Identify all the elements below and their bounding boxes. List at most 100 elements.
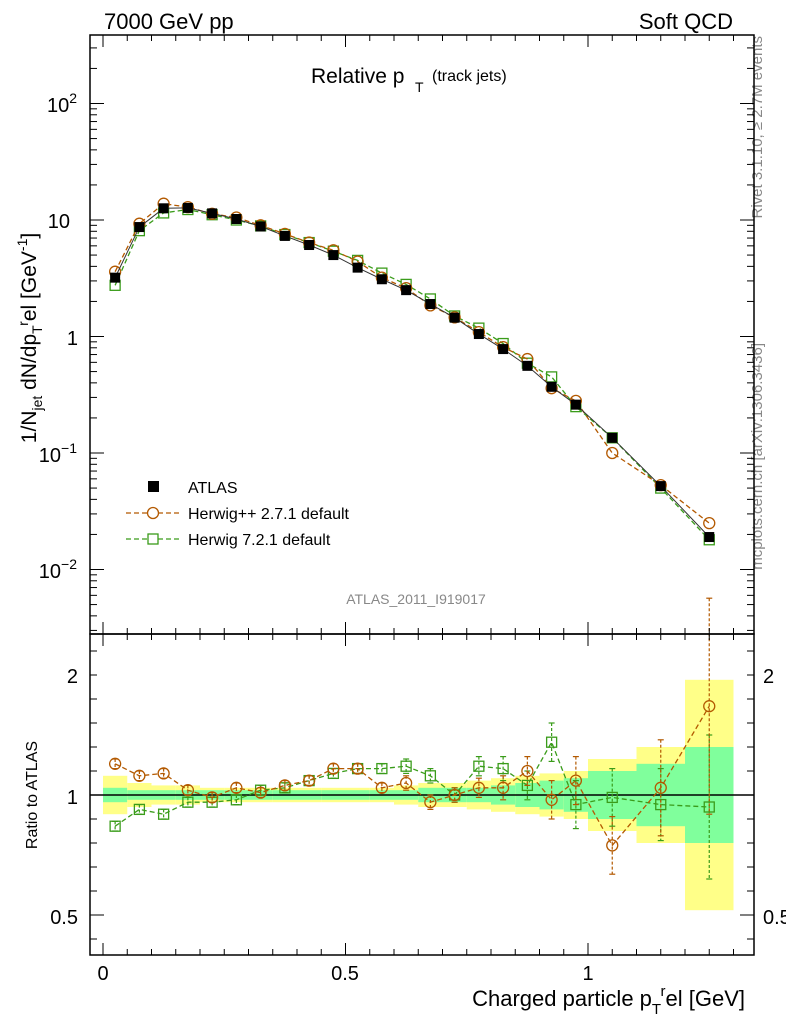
ratio-point: [545, 736, 558, 748]
top-ytick-label-4: 10−2: [39, 556, 77, 583]
ratio-point: [703, 700, 716, 713]
data-point: [570, 399, 581, 410]
ratio-point: [400, 760, 412, 772]
legend-entry-herwigpp: Herwig++ 2.7.1 default: [126, 506, 350, 523]
main-title-suffix: (track jets): [432, 68, 507, 85]
data-point: [606, 446, 619, 460]
svg-text:10: 10: [48, 211, 70, 233]
data-point: [425, 299, 436, 310]
data-point: [522, 360, 533, 371]
data-point: [473, 329, 484, 340]
svg-text:1: 1: [67, 328, 78, 350]
main-title-text: Relative p: [311, 65, 404, 88]
ratio-point: [181, 784, 195, 797]
ratio-ytick-label-05-left: 0.5: [50, 907, 78, 929]
series-line-1: [114, 203, 710, 524]
data-point: [110, 272, 121, 283]
data-point: [703, 516, 716, 530]
legend-entry-atlas: ATLAS: [148, 480, 238, 497]
top-ylabel: 1/Njet dN/dpTrel [GeV-1]: [14, 233, 45, 443]
ratio-point: [496, 781, 510, 794]
data-point: [158, 203, 169, 214]
data-point: [207, 208, 218, 219]
ratio-point: [472, 781, 486, 794]
header-right: Soft QCD: [639, 9, 733, 34]
xtick-label-05: 0.5: [331, 963, 359, 985]
ratio-point: [473, 760, 485, 772]
data-point: [205, 207, 219, 220]
data-point: [376, 274, 387, 285]
ratio-series-0: [108, 597, 716, 875]
ratio-point: [606, 791, 618, 804]
legend-entry-herwig7: Herwig 7.2.1 default: [126, 532, 331, 549]
axis-ticks: [90, 35, 754, 955]
svg-text:102: 102: [47, 90, 77, 117]
data-point: [546, 381, 557, 392]
x-axis-label: Charged particle pTrel [GeV]: [472, 983, 745, 1018]
ratio-point: [399, 776, 413, 790]
ratio-point: [497, 762, 509, 775]
svg-text:10−1: 10−1: [39, 440, 77, 467]
legend-marker-herwigpp: [146, 506, 160, 520]
ratio-line-0: [114, 705, 710, 847]
data-point: [655, 481, 666, 492]
ratio-point: [278, 779, 292, 792]
data-point: [231, 213, 242, 224]
main-title: Relative p T (track jets): [311, 65, 507, 95]
top-ytick-label-2: 1: [67, 328, 78, 350]
ratio-ytick-label-05-right: 0.5: [763, 907, 786, 929]
ratio-point: [448, 788, 461, 802]
ratio-point: [655, 798, 667, 811]
ratio-point: [606, 839, 619, 852]
legend: ATLAS Herwig++ 2.7.1 default Herwig 7.2.…: [126, 480, 350, 549]
ratio-panel-series: [108, 597, 716, 880]
ratio-point: [375, 781, 389, 794]
svg-text:10−2: 10−2: [39, 556, 77, 583]
ratio-ylabel: Ratio to ATLAS: [24, 741, 41, 849]
legend-label-herwigpp: Herwig++ 2.7.1 default: [188, 506, 350, 523]
data-point: [255, 221, 266, 232]
ratio-point: [351, 762, 364, 775]
series-0: [110, 202, 715, 543]
ratio-point: [157, 767, 170, 780]
data-point: [134, 222, 145, 233]
ratio-ytick-label-2-right: 2: [763, 666, 774, 688]
legend-label-herwig7: Herwig 7.2.1 default: [188, 532, 331, 549]
ratio-point: [230, 794, 243, 806]
ratio-point: [521, 779, 534, 792]
data-point: [498, 344, 509, 355]
data-point: [449, 312, 460, 323]
series-line-2: [114, 208, 710, 541]
data-point: [279, 230, 290, 241]
ratio-point: [108, 757, 122, 770]
main-title-sub: T: [415, 79, 424, 95]
analysis-watermark: ATLAS_2011_I919017: [346, 591, 486, 607]
top-ytick-label-3: 10−1: [39, 440, 77, 467]
rivet-label: Rivet 3.1.10, ≥ 2.7M events: [749, 36, 766, 219]
ratio-point: [133, 769, 146, 782]
ratio-point: [302, 774, 316, 787]
ratio-point: [424, 796, 437, 809]
data-point: [401, 285, 412, 296]
ratio-point: [133, 803, 146, 816]
top-panel-series: [108, 197, 716, 546]
xtick-label-1: 1: [582, 963, 593, 985]
ratio-point: [703, 801, 715, 813]
top-ytick-label-1: 10: [48, 211, 70, 233]
ratio-point: [521, 764, 534, 778]
legend-marker-atlas: [148, 481, 159, 492]
data-point: [352, 262, 363, 273]
header-left: 7000 GeV pp: [104, 9, 234, 34]
ratio-point: [205, 791, 219, 804]
ratio-point: [654, 781, 667, 794]
data-point: [704, 532, 715, 543]
ratio-point: [230, 781, 243, 794]
ratio-point: [545, 793, 558, 806]
ratio-point: [376, 762, 388, 775]
data-point: [328, 250, 339, 261]
xtick-label-0: 0: [97, 963, 108, 985]
data-point: [448, 311, 461, 324]
mcplots-label: mcplots.cern.ch [arXiv:1306.3436]: [749, 343, 766, 570]
svg-text:Charged particle pTrel [GeV]: Charged particle pTrel [GeV]: [472, 983, 745, 1018]
